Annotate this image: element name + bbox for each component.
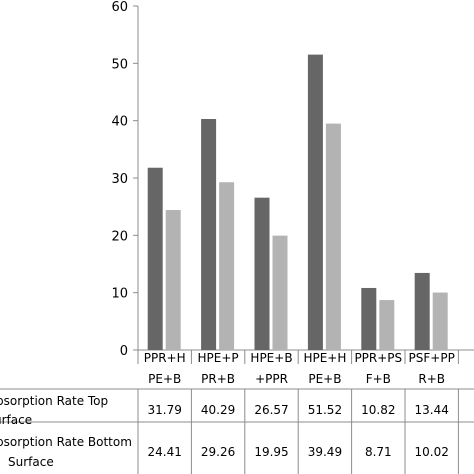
- y-tick-label: 30: [111, 172, 128, 187]
- table-cell-value: 39.49: [308, 445, 342, 459]
- category-label: PR+B: [201, 372, 235, 386]
- category-label: PPR+H: [144, 351, 186, 365]
- category-label: PE+B: [308, 372, 341, 386]
- table-cell-value: 10.82: [361, 403, 395, 417]
- category-label: PSF+PP: [409, 351, 455, 365]
- table-cell-value: 8.71: [365, 445, 392, 459]
- bar-top-surface: [307, 54, 323, 351]
- bar-top-surface: [254, 197, 270, 350]
- category-label: PPR+PS: [354, 351, 402, 365]
- table-cell-value: 51.52: [308, 403, 342, 417]
- bar-bottom-surface: [379, 300, 395, 350]
- category-label: +PPR: [255, 372, 288, 386]
- y-tick-label: 0: [120, 344, 128, 359]
- bar-top-surface: [414, 272, 430, 350]
- table-cell-value: 24.41: [148, 445, 182, 459]
- bar-bottom-surface: [272, 235, 288, 350]
- bar-bottom-surface: [325, 123, 341, 350]
- legend-label: bsorption Rate Top: [0, 394, 108, 408]
- y-tick-label: 50: [111, 57, 128, 72]
- y-tick-label: 60: [111, 0, 128, 15]
- table-cell-value: 26.57: [254, 403, 288, 417]
- legend-label: urface: [0, 413, 32, 427]
- table-cell-value: 10.02: [415, 445, 449, 459]
- bar-bottom-surface: [432, 292, 448, 350]
- category-label: F+B: [366, 372, 391, 386]
- bar-top-surface: [147, 167, 163, 350]
- bar-bottom-surface: [165, 210, 181, 350]
- bar-top-surface: [201, 119, 217, 350]
- table-cell-value: 13.44: [415, 403, 449, 417]
- table-cell-value: 19.95: [254, 445, 288, 459]
- bar-bottom-surface: [219, 182, 235, 350]
- legend-label: bsorption Rate Bottom: [0, 435, 132, 449]
- category-label: HPE+P: [198, 351, 239, 365]
- bar-top-surface: [361, 287, 377, 350]
- table-cell-value: 29.26: [201, 445, 235, 459]
- y-tick-label: 10: [111, 287, 128, 302]
- table-cell-value: 40.29: [201, 403, 235, 417]
- y-tick-label: 20: [111, 229, 128, 244]
- category-label: PE+B: [148, 372, 181, 386]
- category-label: HPE+H: [303, 351, 346, 365]
- category-label: HPE+B: [250, 351, 292, 365]
- table-cell-value: 31.79: [148, 403, 182, 417]
- category-label: R+B: [418, 372, 445, 386]
- legend-label: Surface: [8, 455, 54, 469]
- y-tick-label: 40: [111, 115, 128, 130]
